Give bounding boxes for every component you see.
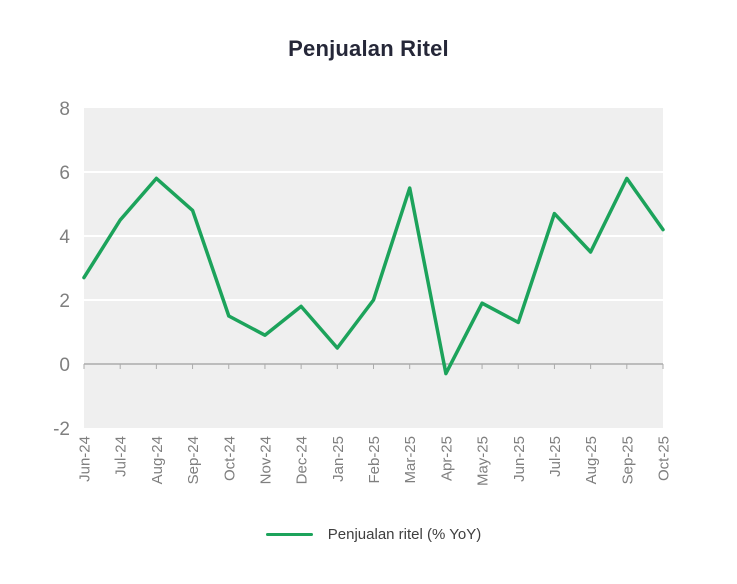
chart-title: Penjualan Ritel bbox=[288, 36, 449, 61]
x-axis-tick-label: Apr-25 bbox=[438, 436, 455, 481]
x-axis-tick-label: Oct-24 bbox=[221, 436, 238, 481]
x-axis-tick-label: May-25 bbox=[475, 436, 492, 486]
x-axis-tick-label: Sep-25 bbox=[619, 436, 636, 484]
x-axis-tick-label: Dec-24 bbox=[294, 436, 311, 484]
x-axis-tick-label: Sep-24 bbox=[185, 436, 202, 484]
x-axis-tick-label: Feb-25 bbox=[366, 436, 383, 484]
x-axis-tick-label: Aug-24 bbox=[149, 436, 166, 484]
x-axis-tick-label: Mar-25 bbox=[402, 436, 419, 484]
x-axis-tick-label: Jun-25 bbox=[511, 436, 528, 482]
x-axis-tick-label: Jan-25 bbox=[330, 436, 347, 482]
x-axis-tick-label: Nov-24 bbox=[257, 436, 274, 484]
y-axis-tick-label: 8 bbox=[59, 99, 70, 120]
y-axis-tick-label: 4 bbox=[59, 227, 70, 248]
y-axis-tick-label: 6 bbox=[59, 163, 70, 184]
y-axis-tick-label: 2 bbox=[59, 291, 70, 312]
plot-area bbox=[84, 108, 663, 428]
y-axis-tick-label: 0 bbox=[59, 355, 70, 376]
x-axis-tick-label: Jun-24 bbox=[77, 436, 94, 482]
x-axis-tick-label: Jul-24 bbox=[113, 436, 130, 477]
chart-legend: Penjualan ritel (% YoY) bbox=[84, 526, 663, 543]
y-axis-tick-label: -2 bbox=[53, 419, 70, 440]
x-axis-tick-label: Oct-25 bbox=[656, 436, 673, 481]
x-axis-tick-label: Jul-25 bbox=[547, 436, 564, 477]
x-axis-tick-label: Aug-25 bbox=[583, 436, 600, 484]
data-line-penjualan-ritel bbox=[82, 176, 665, 376]
legend-label: Penjualan ritel (% YoY) bbox=[327, 526, 482, 543]
legend-line-swatch bbox=[265, 532, 313, 537]
